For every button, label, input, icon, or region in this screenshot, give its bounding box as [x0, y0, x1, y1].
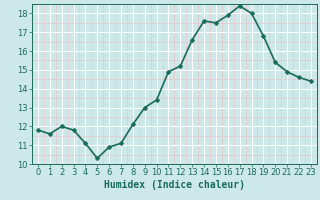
X-axis label: Humidex (Indice chaleur): Humidex (Indice chaleur) — [104, 180, 245, 190]
